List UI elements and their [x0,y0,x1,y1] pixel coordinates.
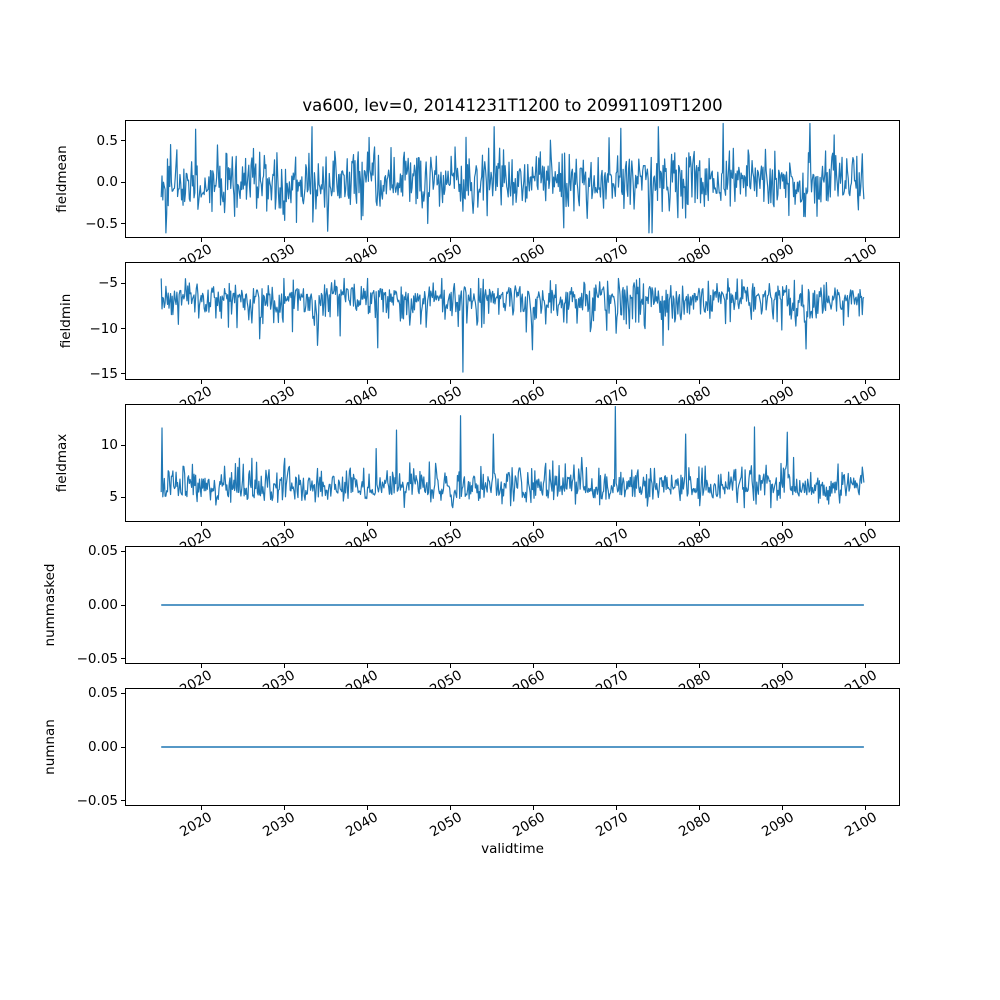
x-tick-mark [367,522,369,526]
y-tick-label: 0.5 [96,132,118,149]
x-tick-mark [865,806,867,810]
x-tick-label: 2090 [758,809,797,841]
y-tick-mark [121,550,125,552]
x-tick-mark [616,664,618,668]
x-tick-label: 2030 [260,809,299,841]
y-tick-label: −10 [89,320,119,337]
y-tick-mark [121,444,125,446]
x-tick-mark [782,238,784,242]
x-tick-mark [699,806,701,810]
x-tick-mark [616,806,618,810]
subplot-fieldmean [125,120,900,238]
fieldmin-line [160,277,865,373]
y-tick-mark [121,604,125,606]
subplot-nummasked [125,546,900,664]
y-tick-label: 0.00 [87,739,118,755]
y-tick-mark [121,181,125,183]
y-tick-label: −0.5 [85,215,118,232]
x-tick-mark [367,238,369,242]
y-tick-mark [121,746,125,748]
x-tick-mark [201,806,203,810]
x-tick-label: 2020 [177,809,216,841]
y-tick-label: 0.00 [87,597,118,613]
x-tick-mark [782,806,784,810]
x-tick-mark [865,238,867,242]
x-tick-label: 2060 [509,809,548,841]
subplot-fieldmin [125,262,900,380]
x-tick-label: 2040 [343,809,382,841]
x-tick-mark [284,238,286,242]
x-tick-mark [450,238,452,242]
fieldmax-plot-area [160,405,865,509]
x-tick-mark [616,380,618,384]
x-tick-mark [367,806,369,810]
fieldmean-plot-area [160,122,865,234]
x-tick-mark [699,380,701,384]
y-tick-label: 0.0 [96,174,118,191]
x-tick-label: 2100 [841,809,880,841]
y-tick-mark [121,282,125,284]
x-tick-mark [699,664,701,668]
x-tick-mark [782,664,784,668]
x-tick-mark [201,380,203,384]
x-tick-mark [450,380,452,384]
y-tick-mark [121,692,125,694]
y-tick-mark [121,800,125,802]
y-tick-label: 0.05 [87,543,118,560]
y-tick-mark [121,373,125,375]
fieldmin-plot-area [160,277,865,373]
fieldmax-line [160,405,865,509]
x-tick-mark [450,522,452,526]
nummasked-plot-area [161,604,864,606]
y-tick-mark [121,658,125,660]
chart-title: va600, lev=0, 20141231T1200 to 20991109T… [302,96,723,115]
subplot-numnan [125,688,900,806]
x-tick-mark [699,522,701,526]
numnan-plot-area [161,746,864,748]
x-tick-mark [201,664,203,668]
x-tick-mark [782,380,784,384]
x-tick-mark [699,238,701,242]
x-tick-mark [284,664,286,668]
y-tick-mark [121,140,125,142]
y-tick-mark [121,496,125,498]
x-tick-mark [865,522,867,526]
x-tick-mark [865,380,867,384]
x-tick-mark [533,664,535,668]
x-tick-mark [865,664,867,668]
x-axis-label: validtime [481,841,544,857]
x-tick-mark [533,238,535,242]
y-tick-mark [121,223,125,225]
x-tick-mark [367,664,369,668]
y-tick-label: 5 [109,489,118,506]
y-tick-label: −0.05 [76,650,118,667]
x-tick-mark [201,238,203,242]
y-tick-label: 10 [100,437,118,454]
x-tick-mark [284,806,286,810]
x-tick-mark [284,522,286,526]
x-tick-mark [616,238,618,242]
x-tick-mark [284,380,286,384]
x-tick-mark [533,380,535,384]
x-tick-label: 2050 [426,809,465,841]
x-tick-mark [450,664,452,668]
x-tick-mark [367,380,369,384]
y-tick-mark [121,328,125,330]
x-tick-mark [533,522,535,526]
x-tick-mark [533,806,535,810]
subplot-fieldmax [125,404,900,522]
x-tick-mark [782,522,784,526]
x-tick-label: 2080 [675,809,714,841]
fieldmean-line [160,122,865,234]
y-tick-label: −15 [89,365,119,382]
x-tick-label: 2070 [592,809,631,841]
y-tick-label: 0.05 [87,685,118,702]
x-tick-mark [450,806,452,810]
y-axis-label-numnan: numnan [42,719,58,775]
x-tick-mark [616,522,618,526]
y-tick-label: −0.05 [76,792,118,809]
y-tick-label: −5 [98,275,118,292]
x-tick-mark [201,522,203,526]
